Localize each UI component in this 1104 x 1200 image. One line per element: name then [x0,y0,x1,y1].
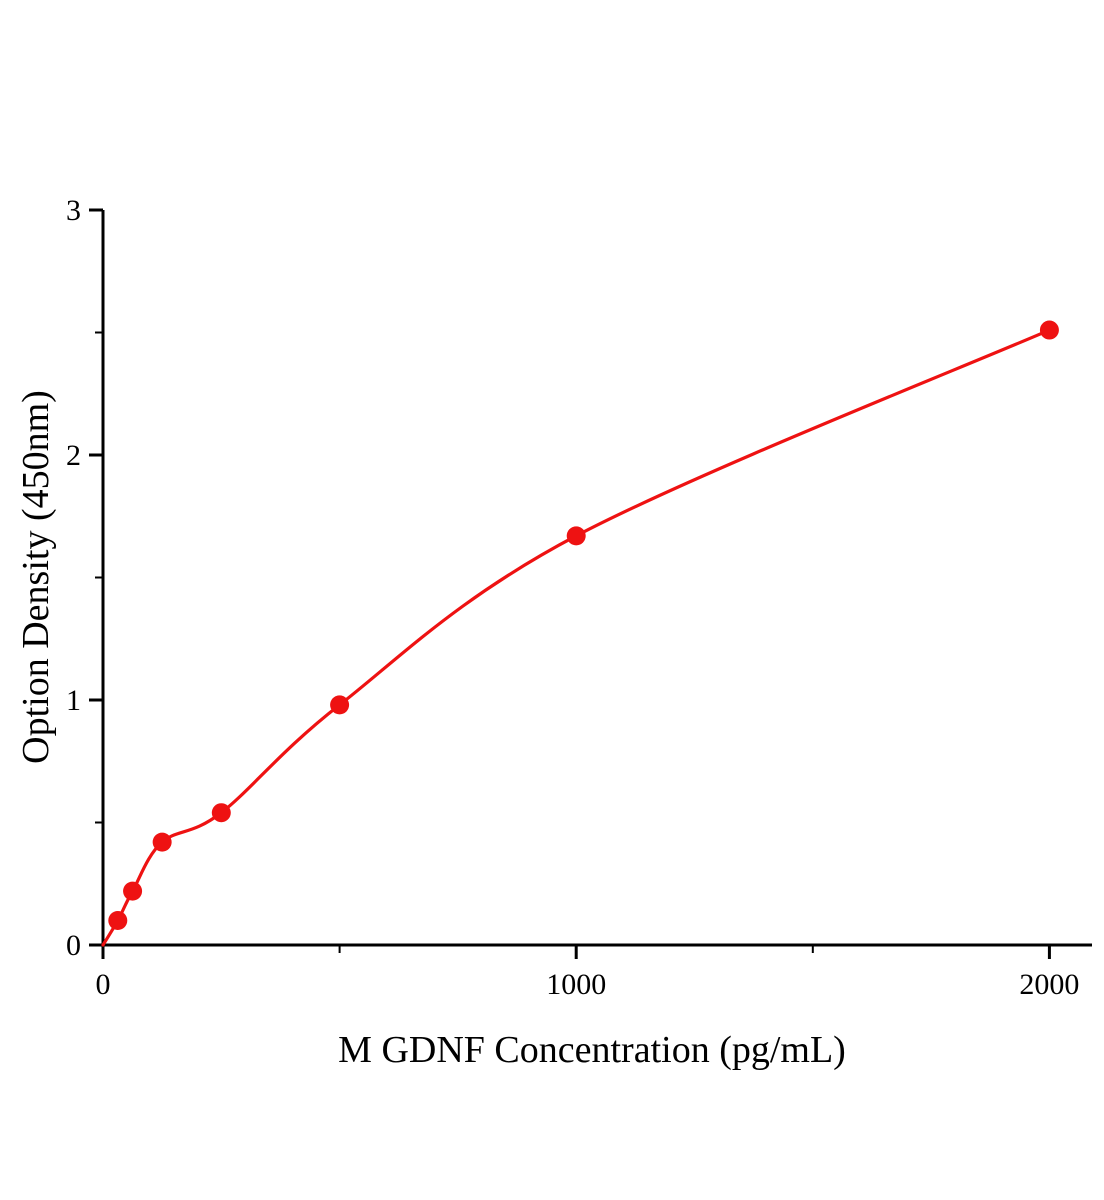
data-point [1039,320,1059,340]
data-point [566,526,586,546]
data-point [123,881,143,901]
x-axis-title: M GDNF Concentration (pg/mL) [338,1029,846,1071]
y-tick-label: 3 [66,194,81,227]
data-point [330,695,350,715]
x-tick-label: 2000 [1019,968,1079,1001]
y-tick-label: 0 [66,929,81,962]
data-point [152,832,172,852]
x-tick-label: 0 [96,968,111,1001]
fit-curve [101,328,1052,947]
y-axis-title: Option Density (450nm) [15,390,57,764]
data-point [108,911,128,930]
y-tick-label: 2 [66,439,81,472]
y-tick-label: 1 [66,684,81,717]
x-tick-label: 1000 [546,968,606,1001]
data-point [211,803,231,823]
